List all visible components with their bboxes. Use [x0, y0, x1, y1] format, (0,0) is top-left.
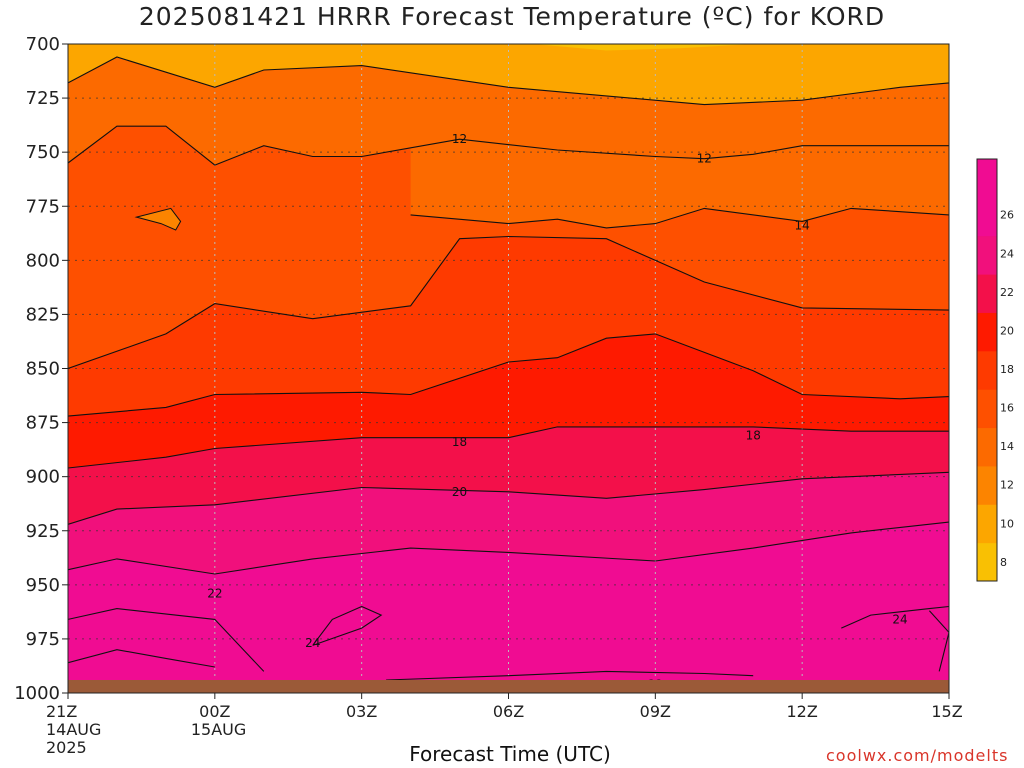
y-tick-label-775: 775 — [26, 196, 60, 217]
isotherm-24-pocket — [312, 605, 383, 646]
colorbar-segment-7 — [977, 274, 997, 313]
isotherm-26-pocket — [68, 649, 215, 668]
x-tick-label-15-0: 12Z — [787, 702, 818, 721]
x-tick-label-3-0: 00Z — [199, 702, 230, 721]
y-tick-label-875: 875 — [26, 413, 60, 434]
grid-lines — [68, 44, 949, 693]
contour-label-6: 22 — [207, 586, 222, 600]
contour-label-0: 12 — [452, 132, 467, 146]
colorbar-segment-6 — [977, 312, 997, 352]
colorbar-segment-2 — [977, 465, 997, 505]
x-tick-label-0-0: 21Z — [46, 702, 77, 721]
x-tick-label-6-0: 03Z — [346, 702, 377, 721]
contour-label-3: 18 — [452, 435, 467, 449]
source-credit[interactable]: coolwx.com/modelts — [826, 746, 1009, 765]
colorbar-segment-8 — [977, 235, 997, 275]
contour-label-7: 24 — [305, 636, 320, 650]
colorbar-label-8: 8 — [1000, 556, 1007, 569]
colorbar-label-20: 20 — [1000, 324, 1014, 337]
y-tick-label-725: 725 — [26, 88, 60, 109]
isotherm-18 — [68, 333, 949, 417]
isotherm-24 — [68, 521, 949, 575]
y-tick-label-850: 850 — [26, 359, 60, 380]
y-tick-label-900: 900 — [26, 467, 60, 488]
isotherm-22-surface — [386, 670, 754, 681]
isotherm-10 — [68, 56, 949, 106]
y-tick-label-1000: 1000 — [14, 683, 60, 704]
contour-label-8: 24 — [892, 612, 907, 626]
colorbar-label-10: 10 — [1000, 517, 1014, 530]
ground-band — [68, 680, 949, 693]
x-tick-label-0-1: 14AUG — [46, 720, 101, 739]
isotherm-16 — [68, 235, 949, 370]
y-tick-label-750: 750 — [26, 142, 60, 163]
band-8 — [533, 44, 754, 51]
colorbar-frame — [976, 158, 998, 582]
colorbar-label-22: 22 — [1000, 286, 1014, 299]
colorbar-label-12: 12 — [1000, 479, 1014, 492]
colorbar-segment-9 — [977, 197, 997, 237]
colorbar-label-24: 24 — [1000, 247, 1014, 260]
x-tick-label-9-0: 06Z — [493, 702, 524, 721]
contour-label-1: 12 — [697, 152, 712, 166]
y-tick-label-800: 800 — [26, 250, 60, 271]
isotherm-lines — [68, 56, 949, 681]
contour-label-4: 18 — [746, 429, 761, 443]
colorbar-label-18: 18 — [1000, 363, 1014, 376]
contour-labels: 12121418182022242422 — [207, 132, 908, 691]
chart-title: 2025081421 HRRR Forecast Temperature (ºC… — [138, 2, 886, 31]
colorbar-segment-0 — [977, 542, 997, 582]
x-tick-label-18-0: 15Z — [931, 702, 962, 721]
x-tick-label-3-1: 15AUG — [191, 720, 246, 739]
isotherm-20 — [68, 426, 949, 469]
contour-label-5: 20 — [452, 485, 467, 499]
isotherm-14 — [410, 207, 949, 229]
isotherm-22 — [68, 471, 949, 525]
colorbar-label-14: 14 — [1000, 440, 1014, 453]
x-tick-label-0-2: 2025 — [46, 738, 87, 757]
colorbar-label-16: 16 — [1000, 402, 1014, 415]
isotherm-pocket — [134, 207, 182, 231]
x-axis-title: Forecast Time (UTC) — [409, 742, 611, 766]
isotherm-24-right — [841, 605, 949, 629]
colorbar-segment-3 — [977, 427, 997, 467]
colorbar-segment-4 — [977, 389, 997, 429]
y-tick-label-825: 825 — [26, 304, 60, 325]
colorbar-segment-5 — [977, 350, 997, 390]
isotherm-24-right-edge — [928, 610, 949, 672]
isotherm-24-lower — [68, 608, 265, 672]
x-tick-label-12-0: 09Z — [640, 702, 671, 721]
y-tick-label-925: 925 — [26, 521, 60, 542]
y-tick-label-700: 700 — [26, 34, 60, 55]
colorbar: 8 10 12 14 16 18 20 22 24 26 — [976, 158, 1014, 582]
colorbar-segment-1 — [977, 504, 997, 544]
y-axis: 700 725 750 775 800 825 850 875 900 925 950 975 1000 — [14, 34, 68, 704]
y-tick-label-975: 975 — [26, 629, 60, 650]
isotherm-12 — [68, 125, 949, 166]
contour-label-2: 14 — [795, 219, 810, 233]
y-tick-label-950: 950 — [26, 575, 60, 596]
colorbar-label-26: 26 — [1000, 209, 1014, 222]
colorbar-segment-10 — [977, 159, 997, 198]
